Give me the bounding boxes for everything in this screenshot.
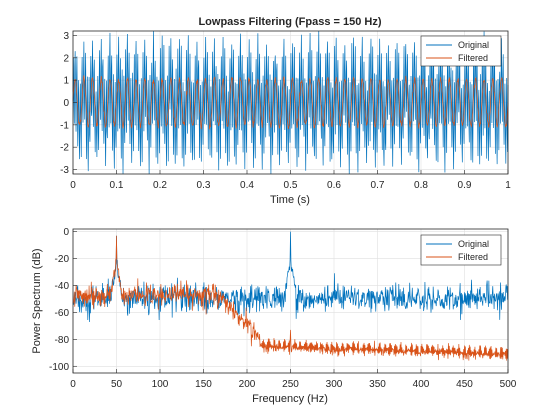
top-legend-box: [420, 35, 502, 67]
top-ytick-label: 1: [63, 76, 69, 87]
bottom-xtick-label: 500: [500, 379, 517, 390]
bottom-legend-box: [420, 234, 502, 266]
bottom-axes: 0 50 100 150 200 250 300 350 400 450 500 0 -20 -40 -60…: [31, 227, 517, 405]
bottom-ytick-label: -60: [55, 308, 70, 319]
top-xtick-label: 0.8: [414, 180, 428, 191]
top-xtick-label: 0.7: [371, 180, 385, 191]
top-ytick-label: 0: [63, 98, 69, 109]
bottom-legend: Original Filtered: [420, 234, 502, 266]
bottom-ytick-label: -40: [55, 281, 70, 292]
top-series: [72, 30, 509, 175]
top-series-original-line: [72, 30, 509, 175]
bottom-ytick-label: -100: [49, 362, 69, 373]
top-xtick-label: 0.2: [153, 180, 167, 191]
top-ticks: 0 0.1 0.2 0.3 0.4 0.5 0.6 0.7 0.8 0.9 1 -3 -2 -1 0 1 2 3: [60, 31, 511, 191]
top-xtick-label: 0.5: [284, 180, 298, 191]
top-ytick-label: 2: [63, 53, 69, 64]
bottom-series: [72, 231, 509, 361]
top-ytick-label: -1: [60, 120, 69, 131]
top-xtick-label: 0.1: [110, 180, 124, 191]
bottom-xtick-label: 350: [369, 379, 386, 390]
bottom-xtick-label: 100: [152, 379, 169, 390]
bottom-xtick-label: 400: [413, 379, 430, 390]
bottom-xtick-label: 150: [195, 379, 212, 390]
bottom-ylabel: Power Spectrum (dB): [31, 248, 43, 353]
top-xlabel: Time (s): [270, 194, 310, 206]
bottom-xtick-label: 50: [111, 379, 123, 390]
top-ytick-label: 3: [63, 31, 69, 42]
top-xtick-label: 0.3: [197, 180, 211, 191]
bottom-xtick-label: 0: [70, 379, 76, 390]
top-legend: Original Filtered: [420, 35, 502, 67]
top-xtick-label: 0.6: [327, 180, 341, 191]
bottom-legend-label-original: Original: [458, 239, 489, 249]
top-series-filtered-line: [72, 75, 509, 130]
top-ytick-label: -2: [60, 143, 69, 154]
bottom-xtick-label: 300: [326, 379, 343, 390]
top-xtick-label: 1: [505, 180, 511, 191]
top-axes: 0 0.1 0.2 0.3 0.4 0.5 0.6 0.7 0.8 0.9 1-3-2-10123 …: [60, 16, 511, 206]
top-xtick-label: 0: [70, 180, 76, 191]
bottom-legend-label-filtered: Filtered: [458, 252, 488, 262]
bottom-xlabel: Frequency (Hz): [252, 393, 328, 405]
bottom-ytick-label: 0: [63, 227, 69, 238]
top-title: Lowpass Filtering (Fpass = 150 Hz): [198, 16, 381, 28]
bottom-xtick-label: 250: [282, 379, 299, 390]
top-xtick-label: 0.9: [458, 180, 472, 191]
bottom-ytick-label: -80: [55, 335, 70, 346]
bottom-xtick-label: 450: [456, 379, 473, 390]
top-legend-label-filtered: Filtered: [458, 53, 488, 63]
bottom-series-filtered-line: [72, 235, 509, 361]
bottom-ticks: 0 50 100 150 200 250 300 350 400 450 500 0 -20 -40 -60…: [49, 227, 517, 390]
bottom-ytick-label: -20: [55, 254, 70, 265]
bottom-xtick-label: 200: [239, 379, 256, 390]
top-xtick-label: 0.4: [240, 180, 254, 191]
top-legend-label-original: Original: [458, 40, 489, 50]
top-ytick-label: -3: [60, 165, 69, 176]
